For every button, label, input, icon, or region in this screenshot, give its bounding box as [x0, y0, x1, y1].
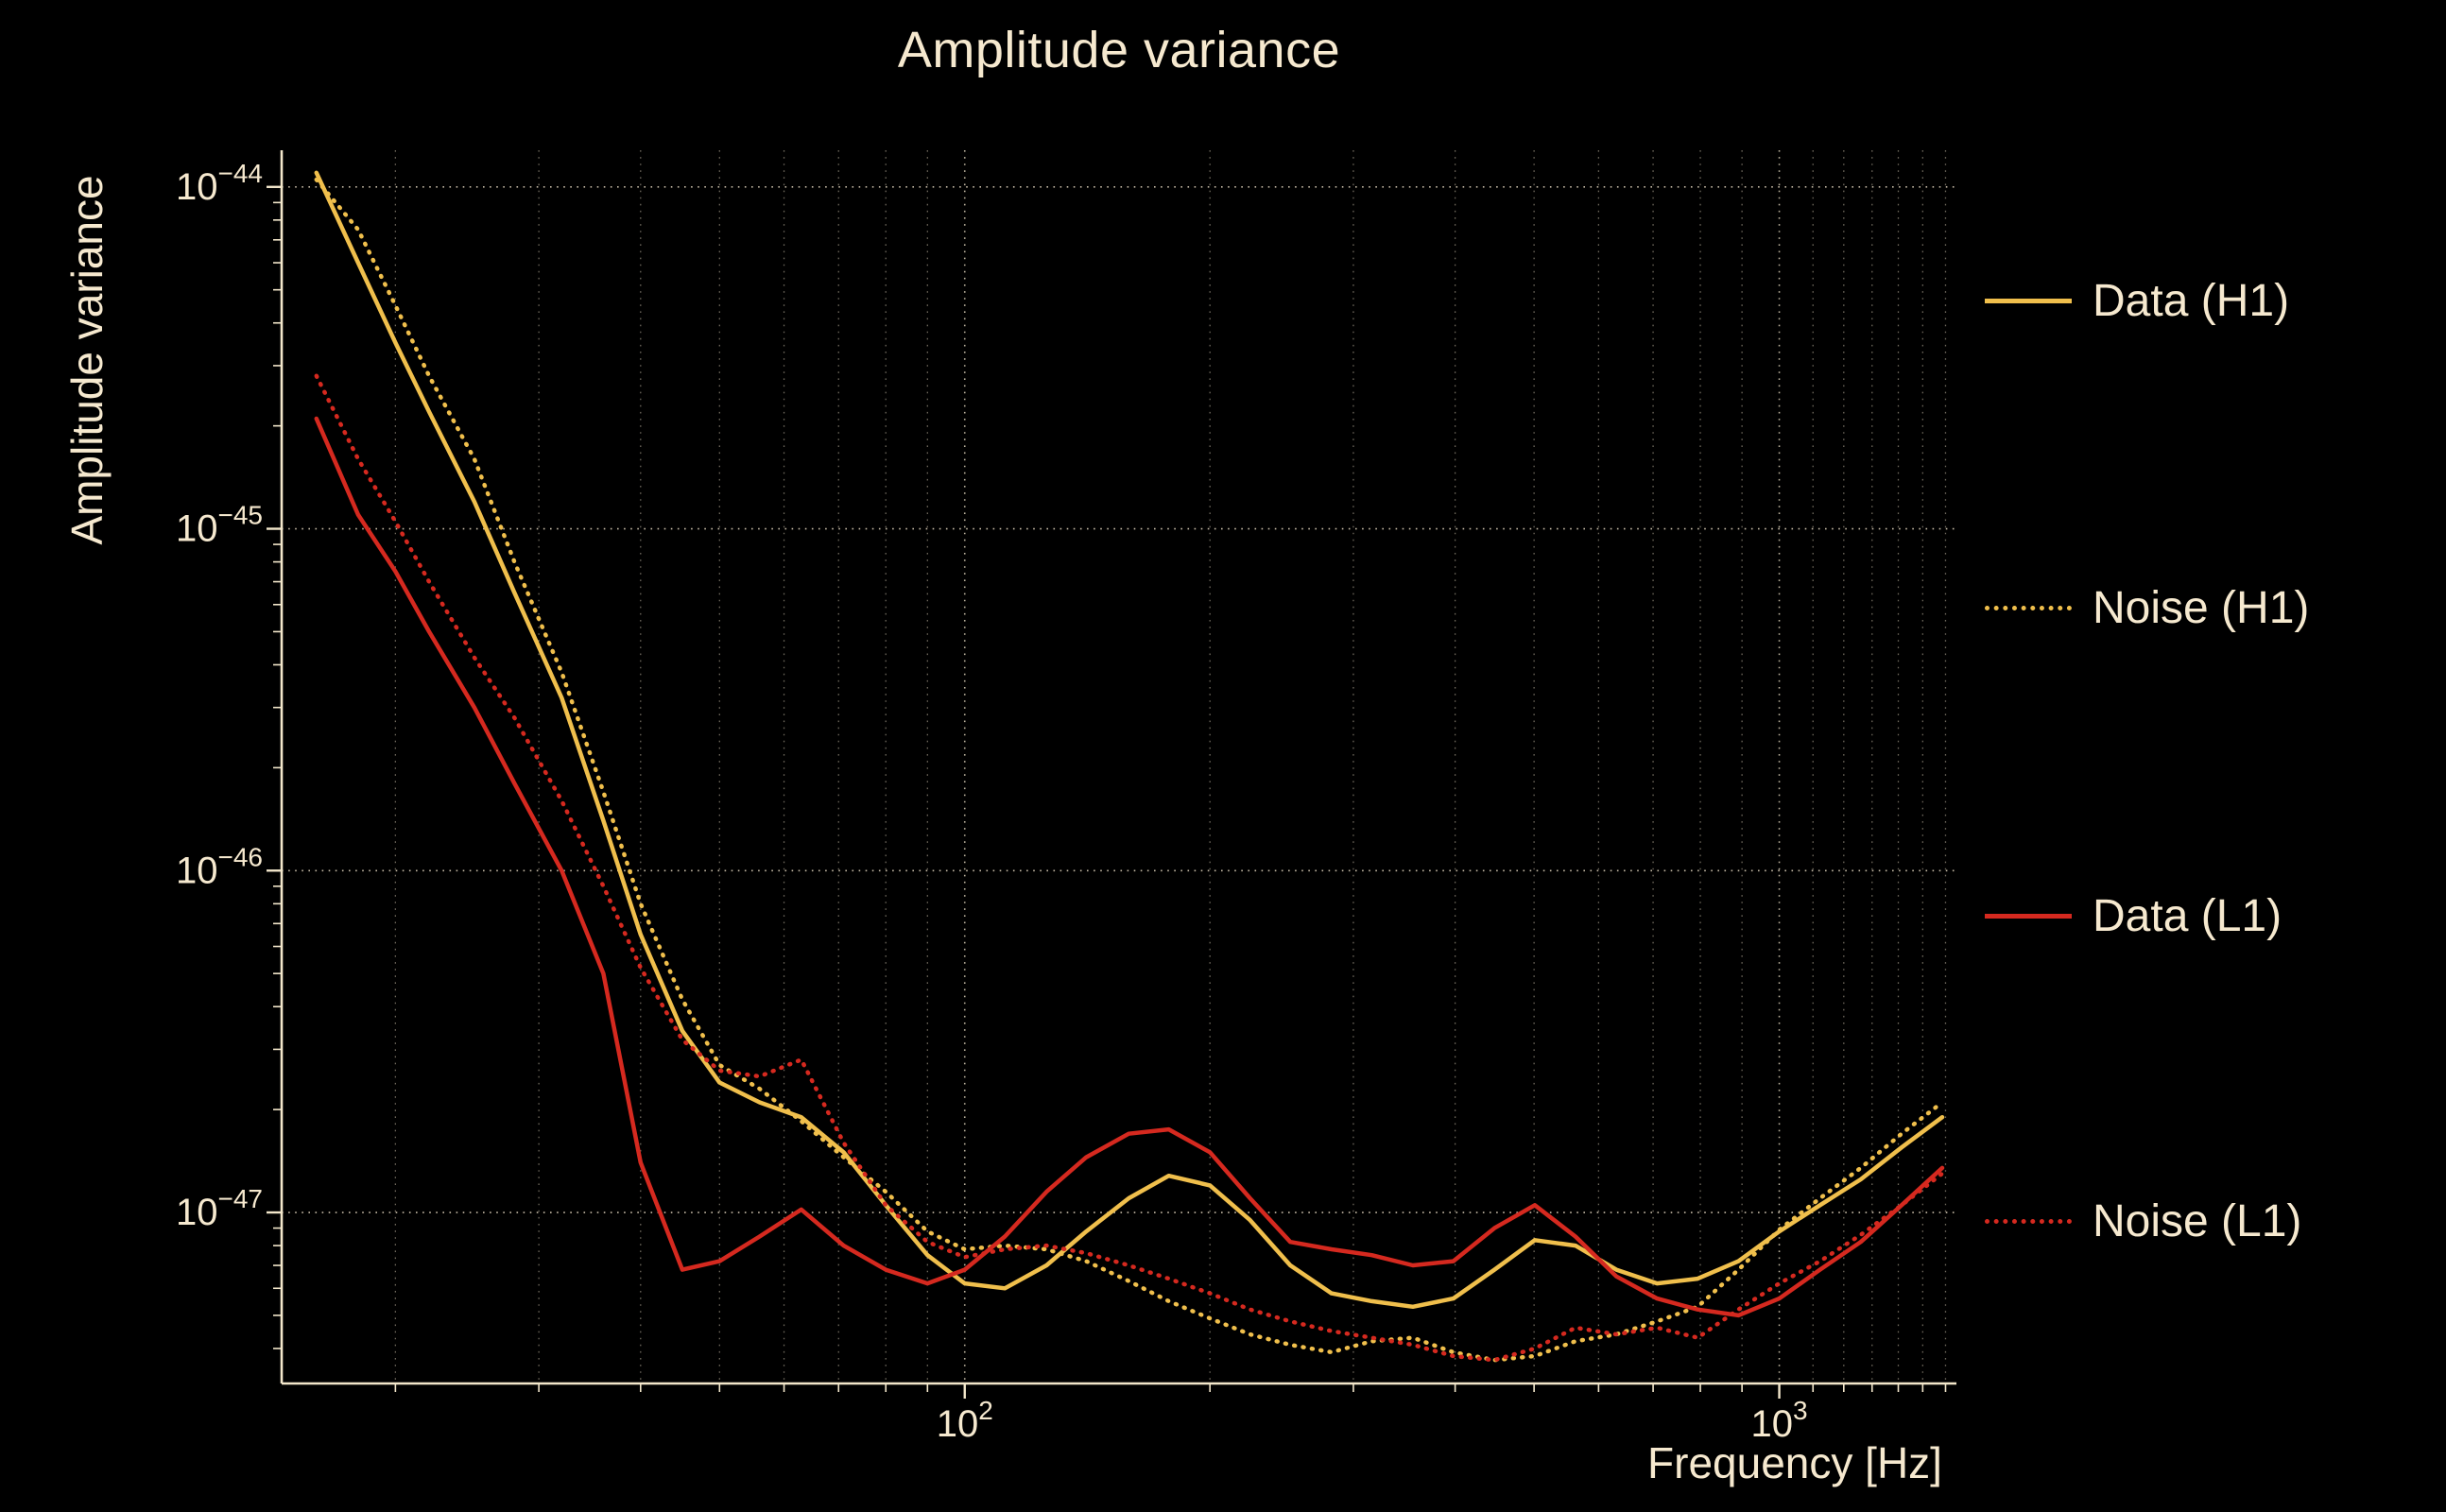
y-tick-label: 10−45 [176, 501, 263, 550]
y-tick-label: 10−46 [176, 842, 263, 891]
y-axis-label: Amplitude variance [62, 175, 112, 545]
x-axis-label: Frequency [Hz] [1647, 1438, 1942, 1487]
grid [282, 150, 1956, 1383]
series-line-1 [314, 177, 1945, 1363]
axes: 102 103 10−44 10−45 10−46 10−47 [176, 150, 1956, 1445]
series-line-3 [314, 373, 1945, 1363]
y-tick-label: 10−44 [176, 159, 263, 208]
x-tick-label: 102 [937, 1396, 993, 1445]
chart-title: Amplitude variance [897, 22, 1341, 78]
x-tick-label: 103 [1751, 1396, 1808, 1445]
series-line-0 [314, 170, 1945, 1310]
series-line-2 [314, 416, 1945, 1318]
series [314, 170, 1945, 1363]
y-tick-label: 10−47 [176, 1184, 263, 1233]
